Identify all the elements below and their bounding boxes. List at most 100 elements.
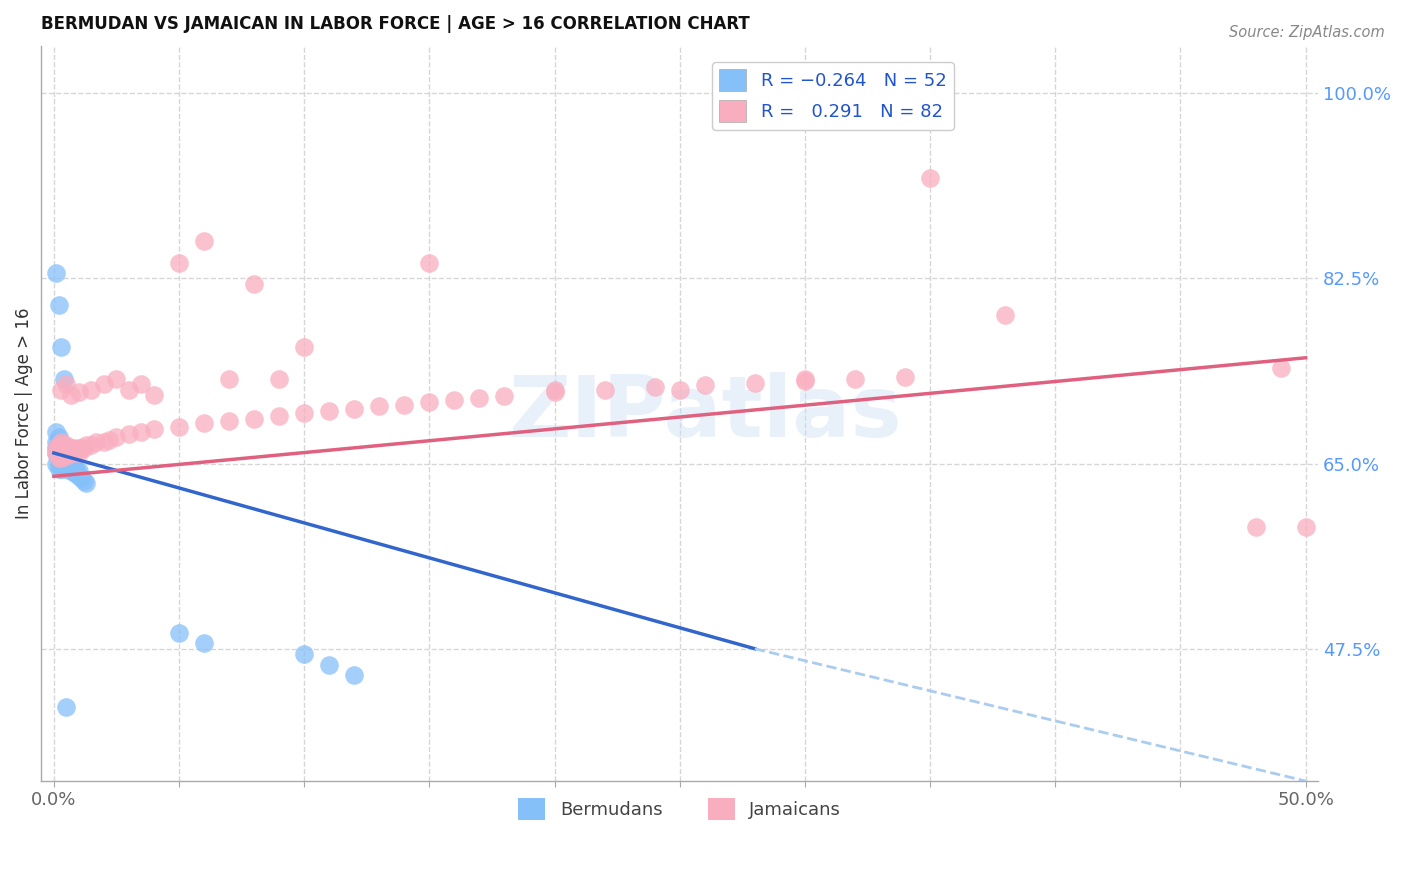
Y-axis label: In Labor Force | Age > 16: In Labor Force | Age > 16 <box>15 308 32 519</box>
Point <box>52 442 75 457</box>
Point <box>543 383 565 397</box>
Point <box>60 458 83 473</box>
Point <box>1244 520 1267 534</box>
Point <box>55 446 77 460</box>
Point <box>75 437 97 451</box>
Point <box>51 451 73 466</box>
Point <box>131 377 153 392</box>
Point <box>1270 361 1292 376</box>
Point <box>51 451 73 466</box>
Point <box>45 446 67 460</box>
Point <box>67 384 90 399</box>
Point <box>343 668 366 682</box>
Point <box>243 277 266 291</box>
Point <box>65 462 87 476</box>
Point <box>494 389 516 403</box>
Point <box>48 457 70 471</box>
Point <box>418 255 440 269</box>
Point <box>668 383 690 397</box>
Point <box>45 441 67 455</box>
Point <box>543 384 565 399</box>
Point <box>58 441 80 455</box>
Point <box>60 454 83 468</box>
Point <box>86 435 108 450</box>
Point <box>52 446 75 460</box>
Point <box>55 377 77 392</box>
Point <box>63 441 86 455</box>
Point <box>67 464 90 478</box>
Point <box>48 462 70 476</box>
Point <box>60 446 83 460</box>
Point <box>45 441 67 455</box>
Point <box>318 403 340 417</box>
Point <box>80 437 103 451</box>
Point <box>51 441 73 455</box>
Point <box>63 465 86 479</box>
Point <box>80 383 103 397</box>
Point <box>51 446 73 460</box>
Point <box>368 400 391 414</box>
Point <box>65 467 87 482</box>
Point <box>55 449 77 463</box>
Point <box>793 374 815 388</box>
Point <box>318 657 340 672</box>
Point <box>55 454 77 468</box>
Point <box>48 430 70 444</box>
Point <box>143 422 166 436</box>
Point <box>48 451 70 466</box>
Point <box>269 372 291 386</box>
Point <box>70 471 93 485</box>
Point <box>193 417 215 431</box>
Point <box>73 441 96 455</box>
Point <box>218 414 240 428</box>
Point <box>48 298 70 312</box>
Point <box>58 451 80 466</box>
Point <box>744 376 766 391</box>
Point <box>63 459 86 474</box>
Point <box>48 435 70 450</box>
Point <box>193 235 215 249</box>
Point <box>55 437 77 451</box>
Point <box>55 700 77 714</box>
Point <box>218 372 240 386</box>
Point <box>52 437 75 451</box>
Point <box>58 462 80 476</box>
Point <box>394 398 416 412</box>
Point <box>45 457 67 471</box>
Point <box>269 409 291 423</box>
Point <box>52 441 75 455</box>
Point <box>105 430 128 444</box>
Point <box>70 441 93 455</box>
Point <box>52 448 75 462</box>
Point <box>55 443 77 458</box>
Point <box>793 372 815 386</box>
Point <box>51 340 73 354</box>
Point <box>51 441 73 455</box>
Point <box>167 625 190 640</box>
Point <box>52 462 75 476</box>
Point <box>443 393 465 408</box>
Point <box>105 372 128 386</box>
Point <box>75 475 97 490</box>
Point <box>67 441 90 455</box>
Point <box>894 369 917 384</box>
Point <box>97 434 120 448</box>
Point <box>60 441 83 455</box>
Point <box>468 391 491 405</box>
Legend: Bermudans, Jamaicans: Bermudans, Jamaicans <box>512 790 848 827</box>
Point <box>48 451 70 466</box>
Point <box>45 435 67 450</box>
Point <box>292 647 315 661</box>
Point <box>60 464 83 478</box>
Point <box>143 388 166 402</box>
Point <box>1295 520 1317 534</box>
Text: BERMUDAN VS JAMAICAN IN LABOR FORCE | AGE > 16 CORRELATION CHART: BERMUDAN VS JAMAICAN IN LABOR FORCE | AG… <box>41 15 749 33</box>
Point <box>60 388 83 402</box>
Point <box>844 372 866 386</box>
Point <box>118 427 141 442</box>
Point <box>48 446 70 460</box>
Point <box>45 266 67 280</box>
Point <box>131 425 153 439</box>
Point <box>58 446 80 460</box>
Point <box>52 451 75 466</box>
